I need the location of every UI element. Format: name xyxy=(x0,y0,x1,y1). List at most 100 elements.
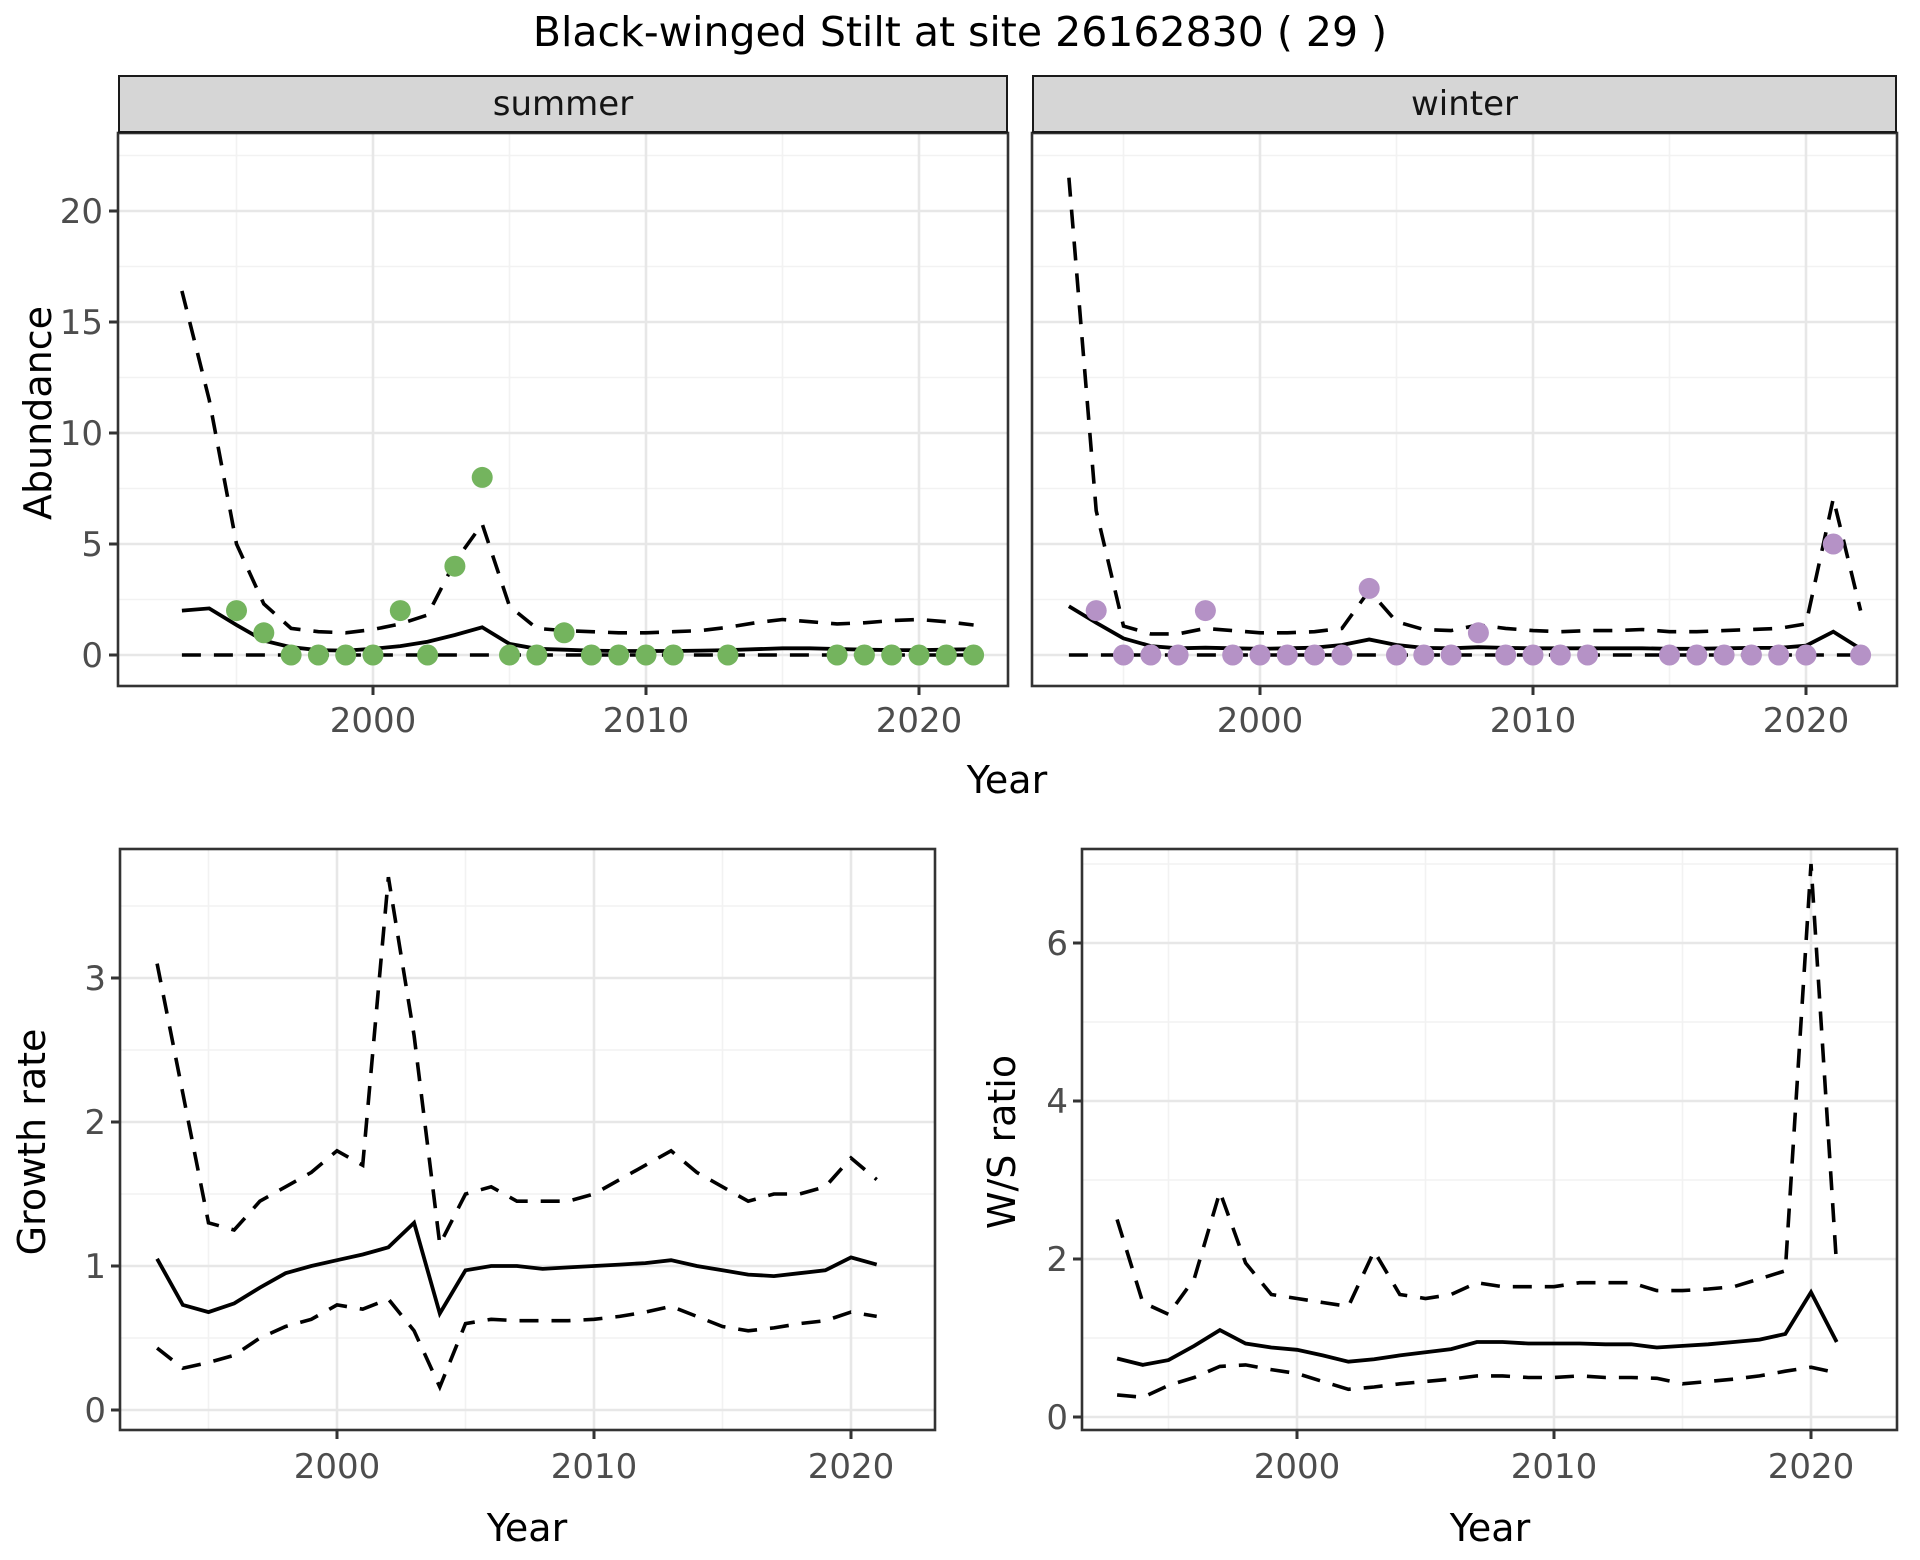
x-tick-label: 2010 xyxy=(1490,701,1577,741)
chart-title: Black-winged Stilt at site 26162830 ( 29… xyxy=(532,8,1388,56)
observed-point-winter xyxy=(1822,533,1844,555)
y-tick-label: 0 xyxy=(1046,1398,1068,1438)
y-axis-title-ws-ratio: W/S ratio xyxy=(980,1054,1024,1230)
ci-upper-line-growth_rate xyxy=(155,876,878,1251)
ci-lower-line-ws_ratio xyxy=(1116,1363,1838,1400)
panel-background-abundance_summer xyxy=(118,133,1008,686)
y-tick-label: 3 xyxy=(84,959,106,999)
x-tick-label: 2010 xyxy=(551,1447,638,1487)
x-tick-label: 2000 xyxy=(294,1447,381,1487)
observed-point-winter xyxy=(1304,644,1326,666)
x-tick-label: 2000 xyxy=(1217,701,1304,741)
observed-point-summer xyxy=(526,644,548,666)
y-tick-label: 1 xyxy=(84,1247,106,1287)
fitted-line-growth_rate xyxy=(155,1219,878,1319)
observed-point-winter xyxy=(1194,600,1216,622)
observed-point-winter xyxy=(1331,644,1353,666)
y-tick-label: 2 xyxy=(84,1103,106,1143)
observed-point-summer xyxy=(608,644,630,666)
observed-point-summer xyxy=(226,600,247,622)
observed-point-summer xyxy=(580,644,602,666)
x-axis-title-year-bottom-right: Year xyxy=(1449,1506,1531,1550)
ci-upper-line-abundance_summer xyxy=(180,290,974,635)
x-tick-label: 2000 xyxy=(1254,1447,1341,1487)
observed-point-winter xyxy=(1549,644,1571,666)
x-tick-label: 2010 xyxy=(603,701,690,741)
observed-point-summer xyxy=(635,644,657,666)
facet-strip-winter-label: winter xyxy=(1410,84,1519,124)
observed-point-winter xyxy=(1768,644,1790,666)
panel-background-abundance_winter xyxy=(1032,133,1897,686)
observed-point-summer xyxy=(307,644,329,666)
facet-strip-winter: winter xyxy=(1032,75,1897,133)
observed-point-winter xyxy=(1850,644,1872,666)
observed-point-winter xyxy=(1085,600,1107,622)
observed-point-winter xyxy=(1386,644,1407,666)
observed-point-summer xyxy=(280,644,302,666)
y-tick-label: 0 xyxy=(84,1391,106,1431)
observed-point-winter xyxy=(1113,644,1134,666)
y-tick-label: 20 xyxy=(60,192,103,232)
observed-point-winter xyxy=(1795,644,1817,666)
observed-point-winter xyxy=(1522,644,1544,666)
observed-point-summer xyxy=(717,644,739,666)
facet-strip-summer: summer xyxy=(118,75,1008,133)
x-tick-label: 2020 xyxy=(808,1447,895,1487)
panel-border-growth_rate xyxy=(118,847,937,1432)
observed-point-summer xyxy=(444,555,466,577)
fitted-line-ws_ratio xyxy=(1116,1288,1839,1367)
observed-point-winter xyxy=(1713,644,1735,666)
x-tick-label: 2000 xyxy=(330,701,417,741)
panel-background-growth_rate xyxy=(120,849,935,1430)
observed-point-summer xyxy=(417,644,439,666)
observed-point-winter xyxy=(1276,644,1298,666)
observed-point-summer xyxy=(935,644,957,666)
ci-lower-line-growth_rate xyxy=(155,1296,877,1392)
x-tick-label: 2020 xyxy=(1763,701,1850,741)
observed-point-winter xyxy=(1686,644,1708,666)
observed-point-winter xyxy=(1222,644,1244,666)
observed-point-summer xyxy=(499,644,520,666)
observed-point-winter xyxy=(1577,644,1599,666)
observed-point-winter xyxy=(1413,644,1435,666)
observed-point-summer xyxy=(362,644,384,666)
observed-point-summer xyxy=(389,600,411,622)
panel-border-ws_ratio xyxy=(1080,847,1899,1432)
y-tick-label: 10 xyxy=(60,414,103,454)
y-tick-label: 15 xyxy=(60,303,103,343)
observed-point-summer xyxy=(963,644,985,666)
y-tick-label: 0 xyxy=(81,636,103,676)
y-axis-title-growth-rate: Growth rate xyxy=(10,1028,54,1256)
x-tick-label: 2020 xyxy=(876,701,963,741)
y-tick-label: 6 xyxy=(1046,924,1068,964)
observed-point-summer xyxy=(553,622,575,644)
observed-point-summer xyxy=(826,644,848,666)
observed-point-summer xyxy=(253,622,275,644)
observed-point-summer xyxy=(853,644,875,666)
panel-border-abundance_summer xyxy=(116,131,1010,688)
y-tick-label: 5 xyxy=(81,525,103,565)
y-axis-title-abundance: Abundance xyxy=(16,305,60,521)
observed-point-winter xyxy=(1440,644,1462,666)
facet-strip-summer-label: summer xyxy=(492,84,634,124)
observed-point-summer xyxy=(335,644,357,666)
ci-upper-line-abundance_winter xyxy=(1067,177,1863,636)
observed-point-winter xyxy=(1358,577,1380,599)
observed-point-winter xyxy=(1495,644,1517,666)
ci-upper-line-ws_ratio xyxy=(1115,863,1839,1317)
y-tick-label: 4 xyxy=(1046,1082,1068,1122)
observed-point-winter xyxy=(1467,622,1489,644)
observed-point-summer xyxy=(908,644,930,666)
observed-point-summer xyxy=(471,466,493,488)
observed-point-winter xyxy=(1249,644,1271,666)
x-tick-label: 2010 xyxy=(1511,1447,1598,1487)
x-axis-title-year-bottom-left: Year xyxy=(486,1506,568,1550)
observed-point-winter xyxy=(1740,644,1762,666)
observed-point-winter xyxy=(1167,644,1189,666)
x-tick-label: 2020 xyxy=(1768,1447,1855,1487)
observed-point-summer xyxy=(881,644,903,666)
observed-point-summer xyxy=(662,644,684,666)
observed-point-winter xyxy=(1140,644,1162,666)
